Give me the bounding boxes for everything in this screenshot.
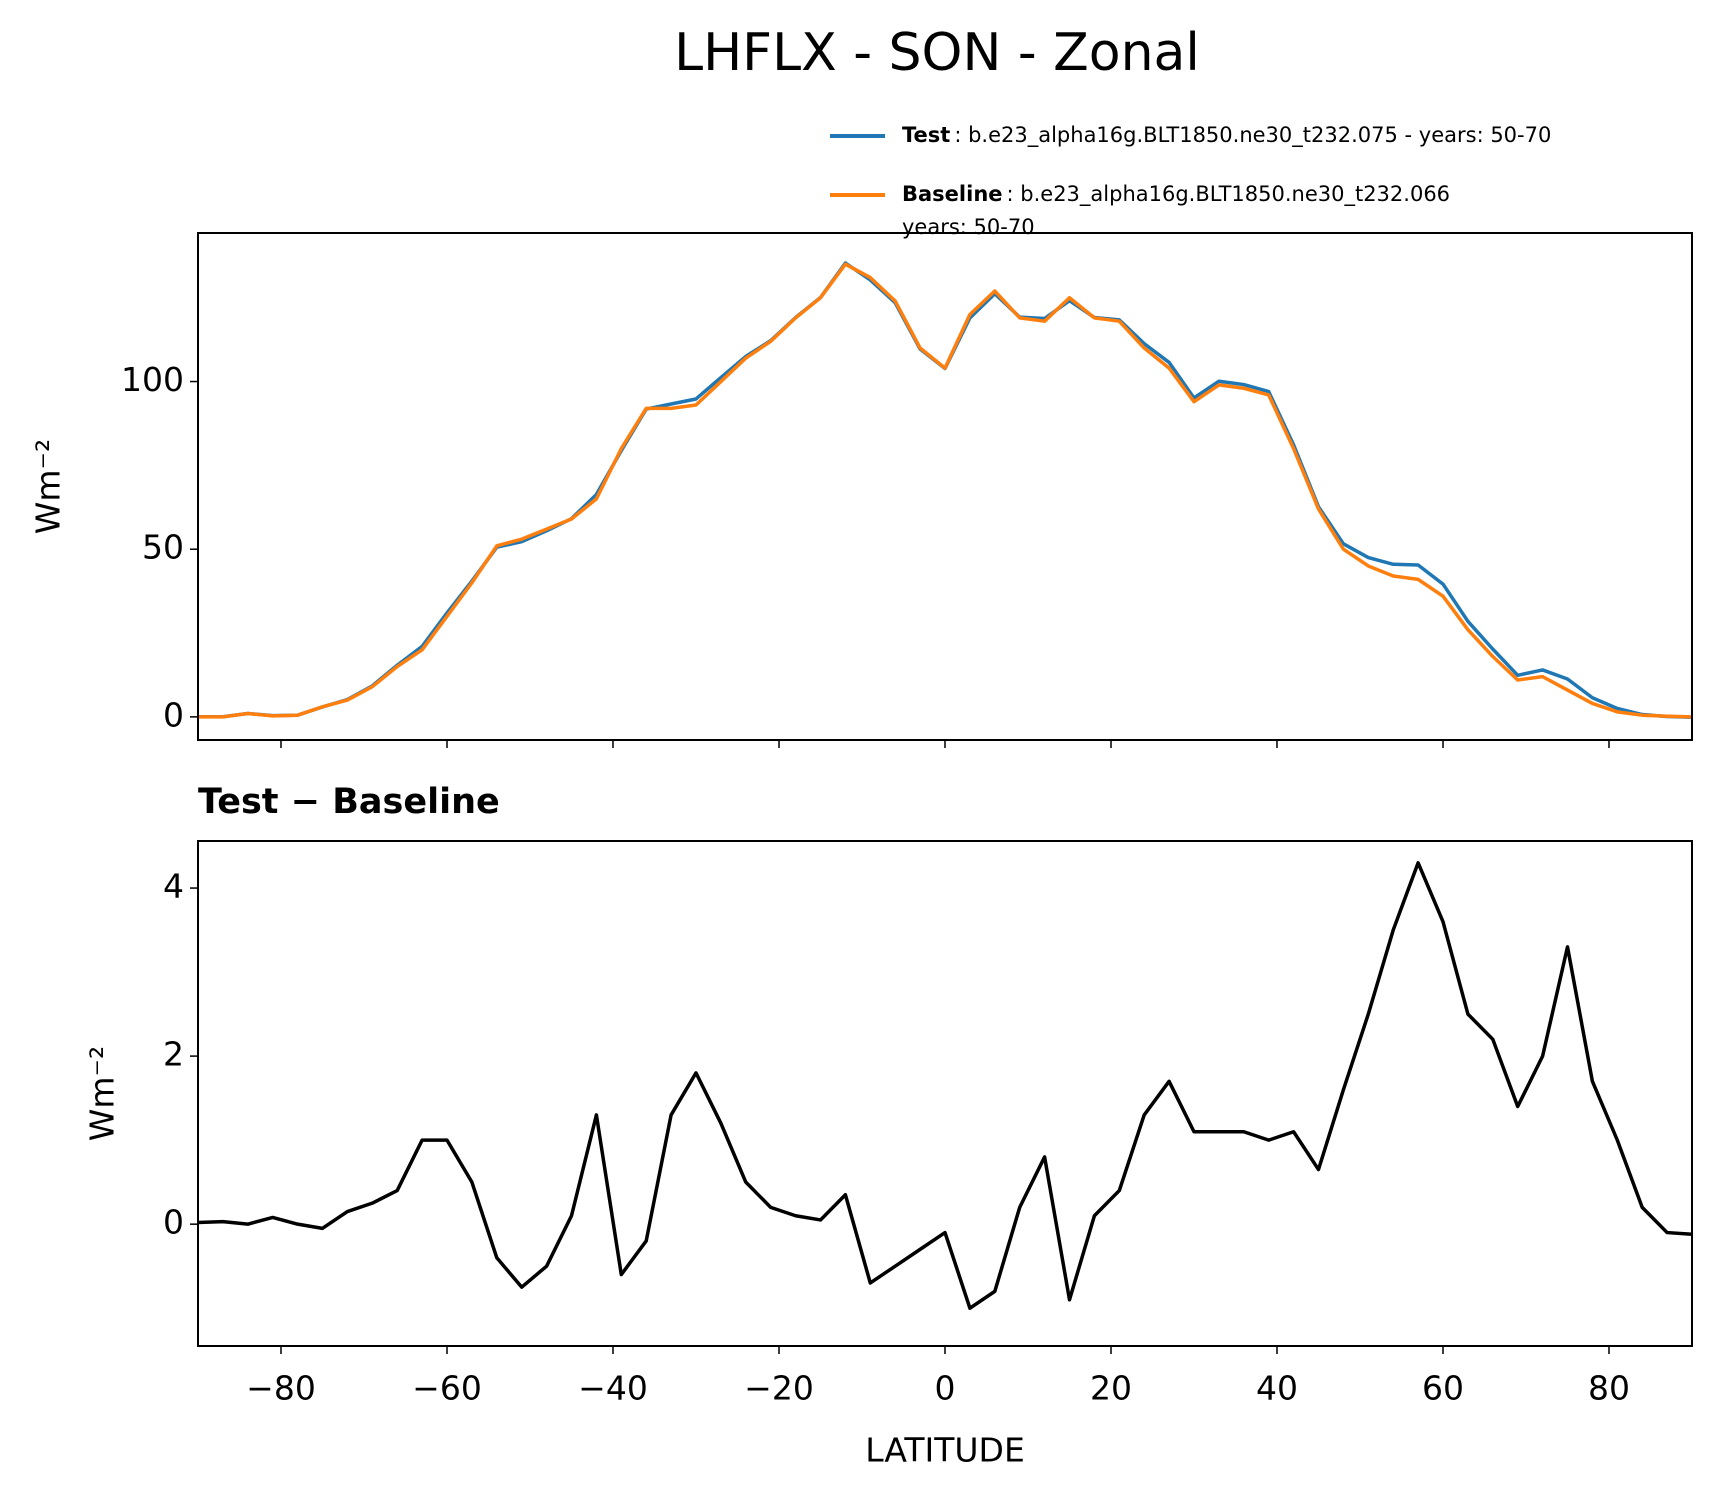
plot-frame — [197, 232, 1693, 741]
y-tick-label: 50 — [142, 528, 184, 567]
legend-label: Baseline — [902, 182, 1003, 206]
series-line — [198, 262, 1692, 719]
x-tick-label: 0 — [935, 1369, 956, 1408]
x-tick-label: 40 — [1256, 1369, 1298, 1408]
legend-description: : b.e23_alpha16g.BLT1850.ne30_t232.075 -… — [954, 123, 1551, 148]
series-line — [198, 861, 1692, 1310]
x-tick-label: −40 — [578, 1369, 648, 1408]
y-tick-label: 2 — [163, 1035, 184, 1074]
legend-label: Test — [902, 123, 950, 147]
x-tick-label: 20 — [1090, 1369, 1132, 1408]
y-tick-label: 4 — [163, 867, 184, 906]
legend-description: : b.e23_alpha16g.BLT1850.ne30_t232.066 — [1007, 182, 1451, 207]
y-tick-label: 0 — [163, 695, 184, 734]
y-tick-label: 100 — [121, 360, 184, 399]
figure-title: LHFLX - SON - Zonal — [674, 23, 1200, 83]
x-axis-label: LATITUDE — [865, 1431, 1025, 1470]
y-axis-label: Wm⁻² — [83, 1046, 122, 1141]
x-tick-label: 60 — [1422, 1369, 1464, 1408]
x-tick-label: −60 — [412, 1369, 482, 1408]
subplot-title: Test − Baseline — [198, 782, 500, 822]
y-tick-label: 0 — [163, 1203, 184, 1242]
y-axis-label: Wm⁻² — [29, 439, 68, 534]
x-tick-label: −80 — [246, 1369, 316, 1408]
plot-frame — [197, 840, 1693, 1347]
x-tick-label: −20 — [744, 1369, 814, 1408]
x-tick-label: 80 — [1588, 1369, 1630, 1408]
legend-description: years: 50-70 — [902, 215, 1035, 239]
